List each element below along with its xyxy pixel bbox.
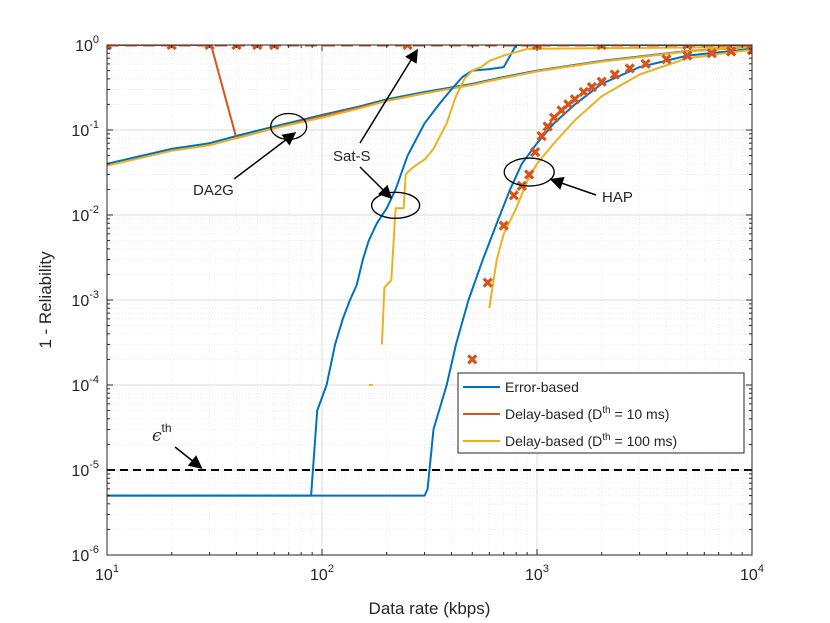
data-point-marker — [498, 220, 509, 231]
data-point-marker — [682, 45, 693, 51]
legend: Error-based Delay-based (Dth = 10 ms) De… — [457, 372, 745, 454]
annotation-label-hap: HAP — [602, 189, 633, 206]
data-point-marker — [640, 58, 651, 69]
data-point-marker — [706, 48, 717, 59]
annotation-arrow-da2g — [233, 132, 297, 180]
legend-label-delay-100ms: Delay-based (Dth = 100 ms) — [505, 432, 677, 449]
data-point-marker — [166, 45, 177, 51]
annotation-arrow-hap — [549, 177, 597, 196]
y-tick-label: 10-5 — [71, 459, 99, 480]
data-point-marker — [682, 50, 693, 61]
data-point-marker — [586, 81, 598, 93]
annotation-arrow-sat-s-upper — [359, 48, 418, 144]
series-line-sat-s-delay-based-dth-100-ms — [380, 45, 752, 345]
data-point-marker — [726, 46, 737, 57]
data-point-marker — [467, 354, 478, 365]
threshold-arrow — [174, 446, 203, 469]
y-axis-label: 1 - Reliability — [36, 251, 55, 349]
legend-box — [457, 372, 745, 454]
data-point-marker — [596, 45, 607, 51]
annotation-ellipse-sat-s — [370, 191, 421, 219]
y-tick-label: 10-3 — [71, 289, 99, 310]
series-line-hap-error-based — [107, 47, 752, 497]
data-point-marker — [542, 121, 553, 132]
data-point-marker — [624, 63, 635, 74]
series-line-hap-delay-based-dth-100-ms — [488, 48, 752, 309]
data-point-marker — [252, 45, 263, 51]
data-point-marker — [524, 169, 535, 180]
data-point-marker — [596, 76, 607, 87]
annotation-label-sat-s: Sat-S — [333, 148, 371, 165]
data-point-marker — [548, 112, 560, 123]
x-tick-label: 102 — [310, 563, 334, 584]
data-point-marker — [661, 54, 672, 65]
data-point-marker — [402, 45, 413, 51]
series-group — [107, 45, 752, 497]
data-point-marker — [269, 45, 280, 51]
x-tick-label: 103 — [525, 563, 549, 584]
data-point-marker — [107, 45, 113, 51]
y-tick-label: 100 — [75, 34, 99, 55]
data-point-marker — [578, 86, 589, 98]
legend-label-error-based: Error-based — [505, 379, 579, 395]
data-point-marker — [609, 69, 620, 80]
axes: 101 102 103 104 100 10-1 10-2 10-3 10-4 10-5 10-6 — [71, 34, 764, 584]
data-point-marker — [531, 45, 543, 51]
data-point-marker — [508, 190, 519, 201]
x-axis-label: Data rate (kbps) — [369, 599, 491, 618]
x-tick-label: 104 — [740, 563, 764, 584]
threshold-group — [107, 446, 752, 471]
threshold-label: ϵth — [152, 421, 172, 446]
legend-label-delay-10ms: Delay-based (Dth = 10 ms) — [505, 405, 669, 422]
data-point-marker — [204, 45, 215, 51]
data-point-marker — [529, 146, 541, 158]
y-tick-label: 10-2 — [71, 204, 99, 225]
series-line-sat-s-error-based — [107, 45, 752, 497]
annotations-group — [233, 48, 597, 219]
data-point-marker — [482, 277, 493, 288]
y-tick-label: 10-6 — [71, 544, 99, 565]
annotation-label-da2g: DA2G — [193, 182, 234, 199]
data-point-marker — [231, 45, 242, 51]
data-point-marker — [536, 130, 547, 142]
data-point-marker — [569, 94, 580, 105]
y-tick-label: 10-1 — [71, 119, 99, 140]
annotation-arrow-sat-s-lower — [359, 166, 393, 199]
annotation-ellipse-hap — [503, 157, 555, 187]
x-tick-label: 101 — [95, 563, 119, 584]
y-tick-label: 10-4 — [71, 374, 99, 395]
